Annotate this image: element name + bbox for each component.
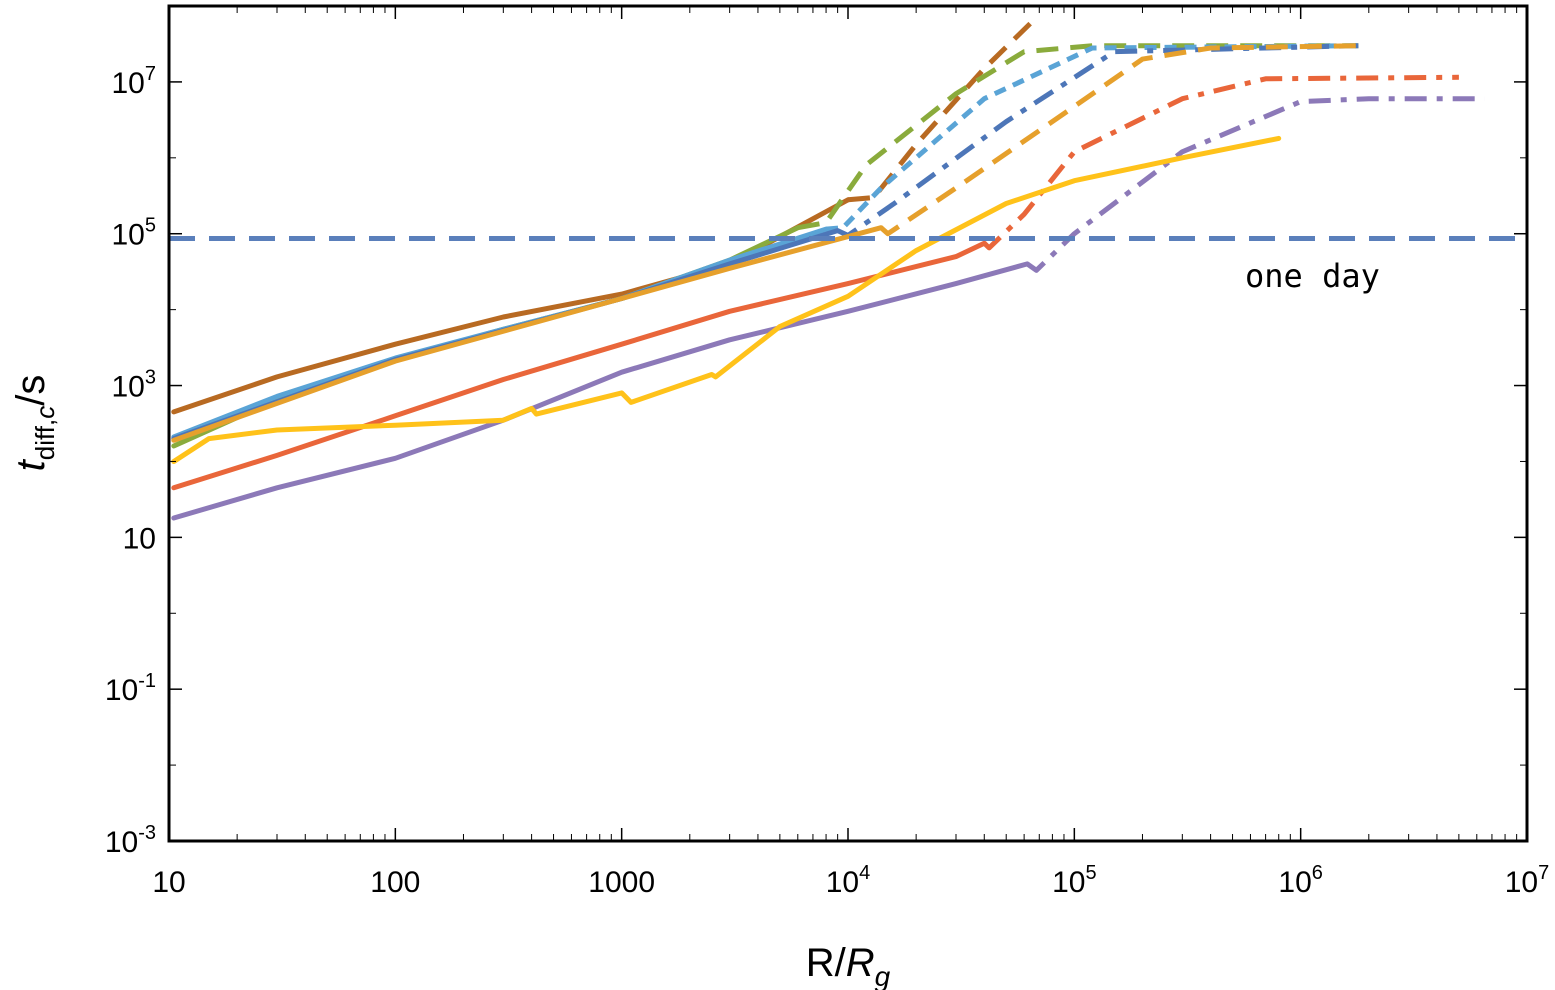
y-tick-label: 103 bbox=[112, 367, 157, 404]
series-2-dashed-line bbox=[797, 43, 1359, 231]
series-5-solid-line bbox=[171, 225, 884, 443]
series-6-dashed-line bbox=[982, 74, 1459, 251]
series-3-dashed-line bbox=[825, 43, 1359, 232]
x-tick-label: 100 bbox=[370, 866, 420, 899]
tick-label-layer: 10 100 1000 104 105 106 107 10-3 10-1 10 103 105 107 bbox=[105, 63, 1549, 899]
series-8-solid-line bbox=[171, 135, 1282, 464]
series-7-dashed-line bbox=[1025, 96, 1485, 273]
x-tick-label: 106 bbox=[1278, 862, 1323, 899]
series-1-dashed-line bbox=[847, 20, 1034, 203]
y-tick-label: 10-1 bbox=[105, 670, 156, 707]
series-6-solid-line bbox=[171, 240, 987, 491]
y-tick-label: 10 bbox=[123, 522, 156, 555]
x-tick-label: 105 bbox=[1052, 862, 1097, 899]
y-tick-label: 105 bbox=[112, 215, 157, 252]
series-4-solid-line bbox=[171, 228, 841, 442]
x-tick-label: 1000 bbox=[588, 866, 655, 899]
reference-line-label: one day bbox=[1245, 257, 1380, 295]
x-axis-title: R/Rg bbox=[806, 941, 891, 990]
y-axis-title: tdiff,c/s bbox=[9, 375, 60, 472]
y-tick-label: 107 bbox=[112, 63, 157, 100]
y-tick-label: 10-3 bbox=[105, 822, 156, 859]
series-layer bbox=[171, 20, 1485, 521]
x-tick-label: 104 bbox=[826, 862, 871, 899]
x-tick-label: 107 bbox=[1505, 862, 1550, 899]
x-tick-label: 10 bbox=[152, 866, 185, 899]
series-5-dashed-line bbox=[879, 43, 1359, 237]
tick-layer bbox=[168, 5, 1528, 842]
series-7-solid-line bbox=[171, 261, 1030, 521]
